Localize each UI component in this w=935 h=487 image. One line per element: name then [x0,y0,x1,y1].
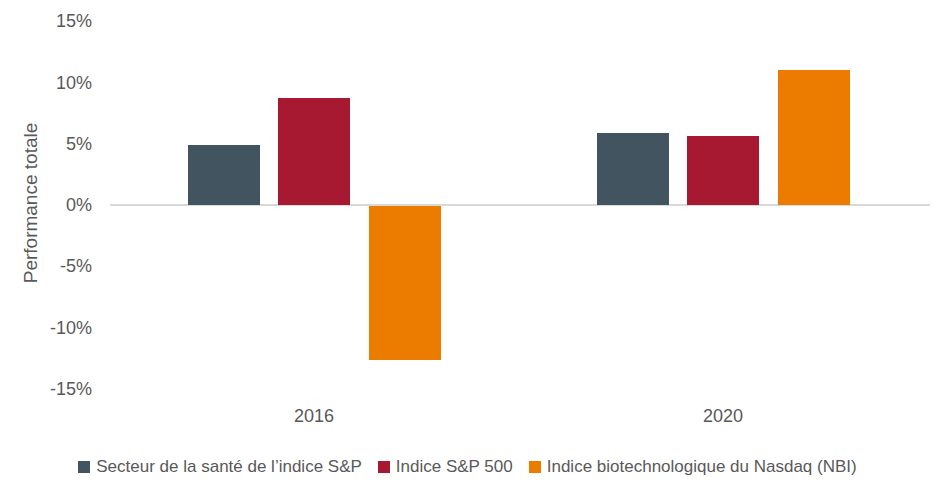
legend-label: Indice S&P 500 [396,457,513,477]
x-category-label: 2016 [254,406,374,427]
y-tick-label: 5% [0,133,92,155]
legend-item-1: Secteur de la santé de l’indice S&P [78,457,362,477]
y-tick-label: -15% [0,378,92,400]
legend-item-2: Indice S&P 500 [378,457,513,477]
legend: Secteur de la santé de l’indice S&P Indic… [0,457,935,477]
y-tick-label: -10% [0,317,92,339]
legend-label: Indice biotechnologique du Nasdaq (NBI) [547,457,857,477]
legend-swatch-icon [78,461,90,473]
bar-series1-2020 [597,133,669,205]
y-tick-label: 15% [0,10,92,32]
x-category-label: 2020 [663,406,783,427]
y-tick-label: -5% [0,255,92,277]
bar-series2-2016 [278,98,350,205]
bar-series2-2020 [687,136,759,205]
y-tick-label: 0% [0,194,92,216]
bar-series3-2020 [778,70,850,205]
bar-chart: Performance totale 15%10%5%0%-5%-10%-15%… [0,0,935,487]
legend-label: Secteur de la santé de l’indice S&P [96,457,362,477]
legend-swatch-icon [378,461,390,473]
y-tick-label: 10% [0,72,92,94]
legend-item-3: Indice biotechnologique du Nasdaq (NBI) [529,457,857,477]
bar-series1-2016 [188,145,260,205]
bar-series3-2016 [369,206,441,360]
legend-swatch-icon [529,461,541,473]
